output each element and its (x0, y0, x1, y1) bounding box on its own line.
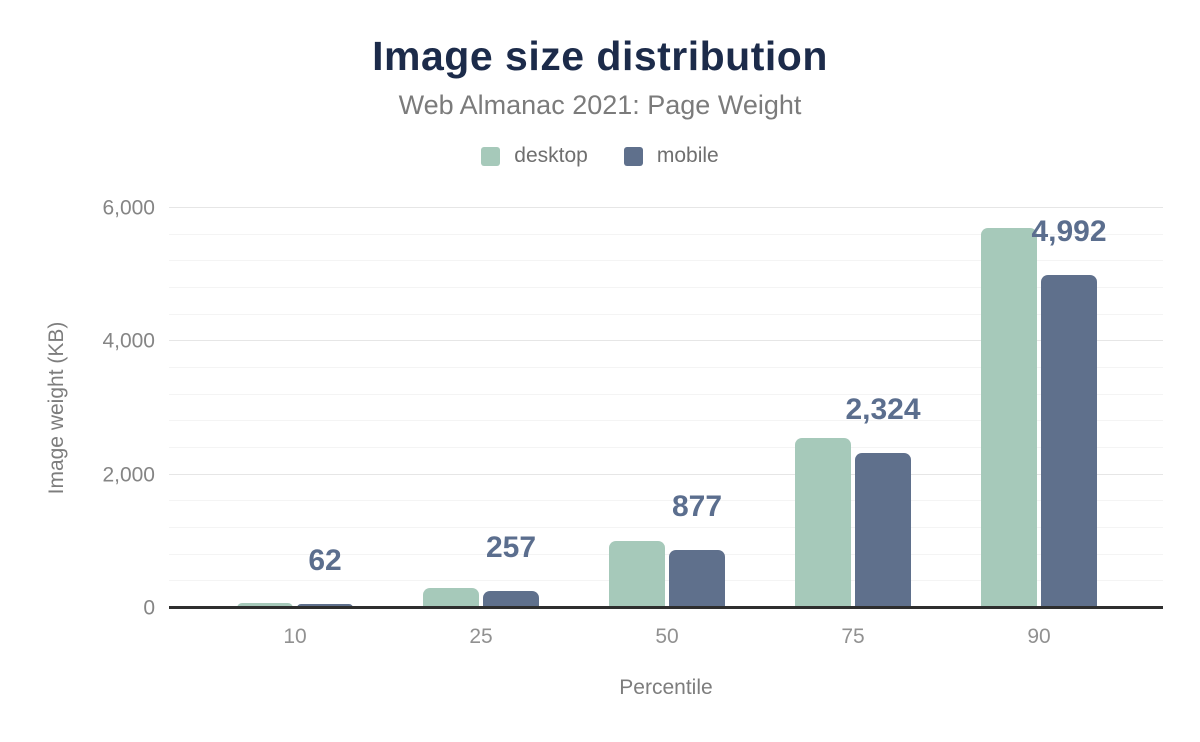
data-label: 62 (308, 543, 342, 577)
bar-desktop[interactable] (423, 588, 479, 608)
bar-mobile[interactable] (483, 590, 539, 608)
bar-mobile[interactable] (855, 453, 911, 608)
gridline (169, 500, 1163, 502)
x-tick-label: 50 (655, 625, 679, 648)
chart-title: Image size distribution (372, 33, 828, 79)
bar-group (981, 228, 1097, 608)
y-tick-label: 2,000 (102, 463, 155, 487)
y-tick-label: 4,000 (102, 329, 155, 353)
gridline (169, 553, 1163, 555)
data-label: 4,992 (1031, 215, 1107, 249)
legend-label: desktop (514, 144, 588, 167)
y-tick-label: 6,000 (102, 196, 155, 220)
gridline (169, 367, 1163, 368)
data-label: 877 (671, 489, 723, 523)
gridline (169, 340, 1163, 342)
x-axis-line (169, 606, 1163, 609)
legend: desktop mobile (0, 144, 1200, 168)
gridline (169, 527, 1163, 528)
bar-group (609, 541, 725, 608)
bar-desktop[interactable] (237, 603, 293, 608)
x-tick-label: 25 (469, 625, 493, 648)
legend-item-desktop[interactable]: desktop (481, 144, 588, 168)
x-tick-label: 10 (283, 625, 307, 648)
y-axis-ticks: 0 2,000 4,000 6,000 (0, 198, 155, 619)
bar-mobile[interactable] (1041, 275, 1097, 608)
gridline (169, 207, 1163, 208)
bar-mobile[interactable] (297, 603, 353, 608)
data-label: 2,324 (845, 393, 921, 427)
legend-label: mobile (656, 144, 719, 167)
gridline (169, 233, 1163, 235)
plot-area: 62 10 257 25 877 50 2,324 75 4,992 90 (169, 207, 1163, 647)
bar-group (237, 603, 353, 608)
gridline (169, 260, 1163, 262)
y-tick-label: 0 (143, 596, 155, 620)
gridline (169, 580, 1163, 582)
x-axis-title: Percentile (619, 676, 713, 699)
gridline (169, 313, 1163, 315)
bar-desktop[interactable] (795, 438, 851, 608)
gridline (169, 473, 1163, 475)
gridline (169, 287, 1163, 288)
gridline (169, 420, 1163, 422)
chart-subtitle: Web Almanac 2021: Page Weight (398, 90, 802, 120)
bar-group (423, 588, 539, 608)
legend-item-mobile[interactable]: mobile (623, 144, 719, 168)
bar-desktop[interactable] (609, 541, 665, 608)
bar-group (795, 438, 911, 608)
legend-swatch-icon (481, 146, 501, 166)
gridline (169, 447, 1163, 448)
bar-desktop[interactable] (981, 228, 1037, 608)
gridline (169, 393, 1163, 395)
bar-mobile[interactable] (669, 549, 725, 608)
legend-swatch-icon (623, 146, 643, 166)
data-label: 257 (485, 530, 537, 564)
x-tick-label: 75 (841, 625, 865, 648)
x-tick-label: 90 (1027, 625, 1051, 648)
